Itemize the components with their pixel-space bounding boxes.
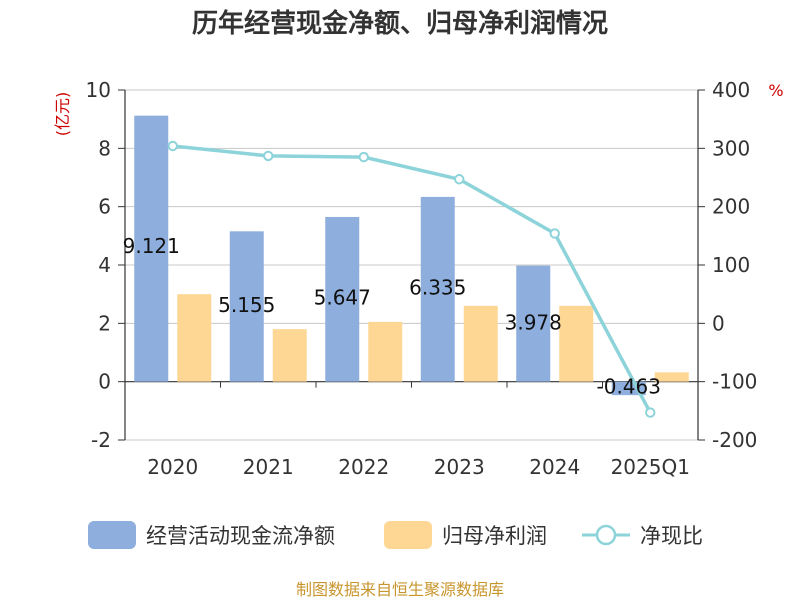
profit-bar bbox=[654, 372, 689, 382]
y-left-tick-label: 10 bbox=[86, 78, 111, 102]
y-right-tick-label: -100 bbox=[712, 370, 757, 394]
profit-bar bbox=[463, 305, 498, 382]
bar-value-label: 6.335 bbox=[409, 275, 466, 299]
cashflow-bar bbox=[516, 265, 551, 382]
x-tick-label: 2022 bbox=[338, 455, 389, 479]
legend-label: 经营活动现金流净额 bbox=[146, 524, 335, 548]
bar-value-label: -0.463 bbox=[597, 375, 661, 399]
bar-value-label: 5.155 bbox=[218, 293, 275, 317]
x-tick-label: 2020 bbox=[147, 455, 198, 479]
y-left-tick-label: 0 bbox=[98, 370, 111, 394]
chart-title: 历年经营现金净额、归母净利润情况 bbox=[192, 8, 608, 39]
legend-label: 归母净利润 bbox=[442, 524, 547, 548]
ratio-point bbox=[358, 151, 369, 163]
y-left-tick-label: 4 bbox=[98, 253, 111, 277]
y-right-tick-label: 0 bbox=[712, 311, 725, 335]
x-tick-label: 2023 bbox=[434, 455, 485, 479]
legend: 经营活动现金流净额 归母净利润 净现比 bbox=[88, 521, 703, 549]
bar-value-label: 5.647 bbox=[314, 286, 371, 310]
y-left-tick-label: -2 bbox=[91, 428, 111, 452]
legend-label: 净现比 bbox=[640, 524, 703, 548]
bar-value-label: 3.978 bbox=[505, 310, 562, 334]
x-tick-label: 2025Q1 bbox=[611, 455, 690, 479]
y-left-unit: (亿元) bbox=[53, 92, 72, 137]
legend-swatch bbox=[384, 521, 432, 549]
cashflow-bar bbox=[420, 196, 455, 382]
y-right-tick-label: 400 bbox=[712, 78, 750, 102]
bar-value-label: 9.121 bbox=[123, 234, 180, 258]
profit-bar bbox=[272, 329, 307, 382]
profit-bar bbox=[559, 305, 594, 382]
gridlines bbox=[125, 89, 698, 441]
x-tick-label: 2021 bbox=[243, 455, 294, 479]
cashflow-bar bbox=[325, 216, 360, 382]
source-note: 制图数据来自恒生聚源数据库 bbox=[296, 580, 504, 599]
y-left-tick-label: 2 bbox=[98, 311, 111, 335]
y-right-tick-label: 100 bbox=[712, 253, 750, 277]
ratio-point bbox=[167, 140, 178, 152]
profit-bar bbox=[177, 294, 212, 382]
y-right-tick-label: 300 bbox=[712, 136, 750, 160]
ratio-point bbox=[549, 228, 560, 239]
y-left-tick-label: 6 bbox=[98, 195, 111, 219]
cashflow-bar bbox=[229, 231, 264, 382]
y-left-tick-label: 8 bbox=[98, 136, 111, 160]
profit-bar bbox=[368, 321, 403, 382]
ratio-point bbox=[263, 150, 274, 162]
legend-swatch bbox=[88, 521, 136, 549]
axes: -2 0 2 4 6 8 10 -200 -100 0 100 200 300 400 2020 2021 20… bbox=[86, 78, 758, 479]
y-right-unit: % bbox=[768, 81, 783, 100]
legend-marker bbox=[595, 524, 617, 546]
ratio-point bbox=[454, 174, 465, 185]
data-labels: 9.121 5.155 5.647 6.335 3.978 -0.463 bbox=[123, 234, 661, 399]
y-right-tick-label: 200 bbox=[712, 195, 750, 219]
ratio-point bbox=[645, 407, 656, 418]
y-right-tick-label: -200 bbox=[712, 428, 757, 452]
bars bbox=[134, 115, 689, 396]
x-tick-label: 2024 bbox=[529, 455, 580, 479]
ratio-line-path bbox=[172, 144, 652, 414]
cashflow-bar bbox=[134, 115, 169, 382]
ratio-line bbox=[167, 140, 656, 418]
